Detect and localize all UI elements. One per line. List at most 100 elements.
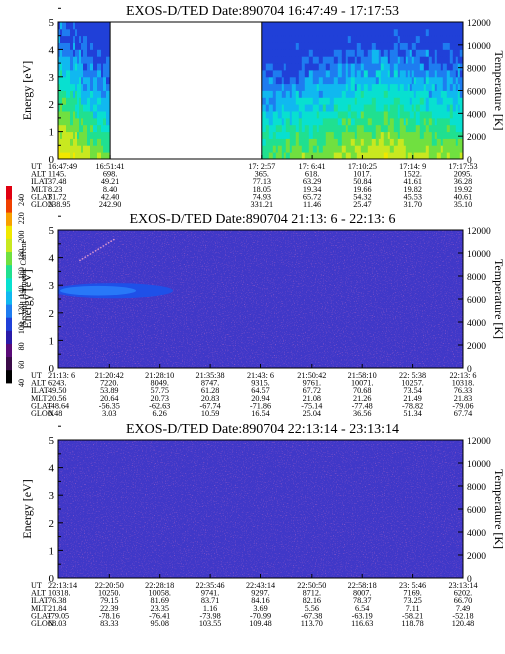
spectrogram-cell	[347, 117, 352, 126]
spectrogram-cell	[62, 22, 67, 30]
spectrogram-cell	[455, 111, 459, 119]
spectrogram-cell	[318, 97, 324, 105]
spectrogram-cell	[304, 42, 310, 50]
spectrogram-cell	[455, 145, 459, 153]
spectrogram-cell	[397, 22, 401, 30]
ephemeris-value: 21.08	[303, 394, 321, 403]
spectrogram-cell	[459, 56, 463, 64]
spectrogram-cell	[301, 83, 306, 91]
spectrogram-cell	[419, 152, 425, 159]
spectrogram-cell	[298, 22, 303, 30]
spectrogram-cell	[66, 49, 71, 57]
spectrogram-cell	[337, 97, 343, 105]
spectrogram-cell	[90, 111, 94, 119]
spectrogram-cell	[62, 104, 67, 112]
spectrogram-cell	[425, 117, 430, 126]
spectrogram-cell	[75, 131, 78, 139]
spectrogram-cell	[413, 152, 417, 159]
spectrogram-cell	[383, 49, 389, 57]
spectrogram-cell	[277, 138, 283, 146]
spectrogram-cell	[101, 97, 104, 105]
spectrogram-cell	[281, 90, 285, 98]
spectrogram-cell	[367, 111, 373, 119]
spectrogram-cell	[90, 83, 94, 91]
spectrogram-cell	[83, 124, 88, 133]
spectrogram-cell	[101, 63, 104, 71]
spectrogram-cell	[312, 117, 318, 126]
spectrogram-cell	[106, 56, 111, 64]
spectrogram-cell	[103, 138, 107, 146]
spectrogram-cell	[75, 49, 78, 57]
ephemeris-value: 8007.	[353, 589, 371, 598]
spectrogram-cell	[405, 145, 409, 153]
spectrogram-cell	[265, 111, 270, 119]
spectrogram-cell	[304, 111, 310, 119]
spectrogram-cell	[387, 70, 391, 78]
spectrogram-cell	[73, 111, 76, 119]
colorbar-cell	[6, 225, 12, 239]
spectrogram-cell	[298, 56, 303, 64]
spectrogram-cell	[75, 63, 78, 71]
spectrogram-cell	[442, 90, 448, 98]
spectrogram-cell	[378, 63, 382, 71]
spectrogram-cell	[87, 42, 91, 50]
spectrogram-cell	[425, 124, 430, 133]
spectrogram-cell	[268, 83, 274, 91]
spectrogram-cell	[87, 49, 91, 57]
spectrogram-cell	[375, 145, 380, 153]
spectrogram-cell	[459, 70, 463, 78]
colorbar-tick-label: 180	[17, 249, 26, 261]
spectrogram-cell	[79, 49, 82, 57]
spectrogram-cell	[304, 145, 310, 153]
spectrogram-cell	[79, 145, 82, 153]
spectrogram-cell	[58, 124, 61, 133]
spectrogram-cell	[419, 111, 425, 119]
spectrogram-cell	[363, 35, 369, 43]
spectrogram-cell	[383, 104, 389, 112]
spectrogram-cell	[434, 131, 438, 139]
spectrogram-cell	[62, 83, 67, 91]
spectrogram-cell	[329, 131, 335, 139]
spectrogram-cell	[383, 22, 389, 30]
spectrogram-cell	[103, 90, 107, 98]
spectrogram-cell	[431, 111, 436, 119]
spectrogram-cell	[457, 104, 461, 112]
spectrogram-cell	[295, 138, 300, 146]
ephemeris-value: 25.04	[303, 409, 321, 418]
spectrogram-cell	[58, 42, 61, 50]
spectrogram-cell	[66, 83, 71, 91]
ephemeris-value: 618.	[305, 170, 319, 179]
spectrogram-cell	[350, 138, 356, 146]
y2-tick-label: 4000	[467, 529, 486, 539]
spectrogram-cell	[70, 97, 74, 105]
spectrogram-cell	[298, 152, 303, 159]
spectrogram-cell	[275, 22, 279, 30]
spectrogram-cell	[277, 56, 283, 64]
spectrogram-cell	[66, 56, 71, 64]
spectrogram-cell	[73, 42, 76, 50]
spectrogram-cell	[387, 104, 391, 112]
spectrogram-cell	[60, 49, 63, 57]
spectrogram-cell	[360, 104, 365, 112]
spectrogram-cell	[434, 117, 438, 126]
spectrogram-cell	[275, 117, 279, 126]
spectrogram-cell	[75, 152, 78, 159]
spectrogram-cell	[383, 76, 389, 85]
spectrogram-cell	[285, 83, 291, 91]
ephemeris-value: -48.64	[48, 401, 69, 410]
spectrogram-cell	[413, 138, 417, 146]
spectrogram-cell	[298, 28, 303, 37]
spectrogram-cell	[375, 138, 380, 146]
spectrogram-cell	[397, 90, 401, 98]
spectrogram-cell	[428, 131, 433, 139]
spectrogram-cell	[106, 35, 111, 43]
spectrogram-cell	[415, 138, 421, 146]
ephemeris-value: 116.63	[351, 619, 373, 628]
spectrogram-cell	[393, 131, 399, 139]
spectrogram-cell	[97, 111, 102, 119]
spectrogram-cell	[301, 97, 306, 105]
spectrogram-cell	[337, 42, 343, 50]
colorbar-cell	[6, 186, 12, 200]
spectrogram-cell	[79, 90, 82, 98]
spectrogram-cell	[291, 22, 297, 30]
